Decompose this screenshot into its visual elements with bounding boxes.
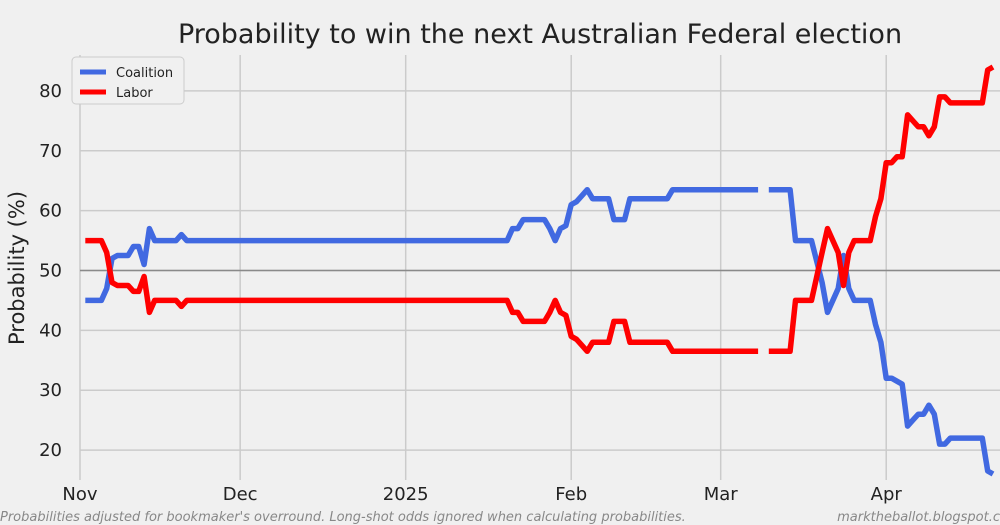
x-tick-label: 2025 [383,484,429,505]
x-tick-label: Dec [223,484,258,505]
y-tick-label: 50 [39,260,62,281]
x-tick-label: Nov [62,484,97,505]
y-tick-label: 70 [39,141,62,162]
x-tick-label: Feb [555,484,587,505]
y-axis-ticks: 20 30 40 50 60 70 80 [39,81,62,461]
y-axis-label: Probability (%) [5,191,29,345]
y-tick-label: 40 [39,320,62,341]
x-axis-ticks: Nov Dec 2025 Feb Mar Apr [62,484,902,505]
y-tick-label: 80 [39,81,62,102]
series-line-labor [85,64,995,355]
x-tick-label: Mar [704,484,739,505]
legend-label-coalition: Coalition [116,66,173,81]
footer-note: Probabilities adjusted for bookmaker's o… [0,510,686,525]
chart-title: Probability to win the next Australian F… [178,19,902,50]
legend: Coalition Labor [71,56,185,105]
legend-label-labor: Labor [116,86,153,101]
grid [79,55,1000,480]
y-tick-label: 60 [39,201,62,222]
series-lines [85,64,995,477]
series-line-coalition [85,186,995,477]
y-tick-label: 30 [39,380,62,401]
y-tick-label: 20 [39,440,62,461]
footer-source: marktheballot.blogspot.c [837,510,1000,525]
x-tick-label: Apr [871,484,903,505]
